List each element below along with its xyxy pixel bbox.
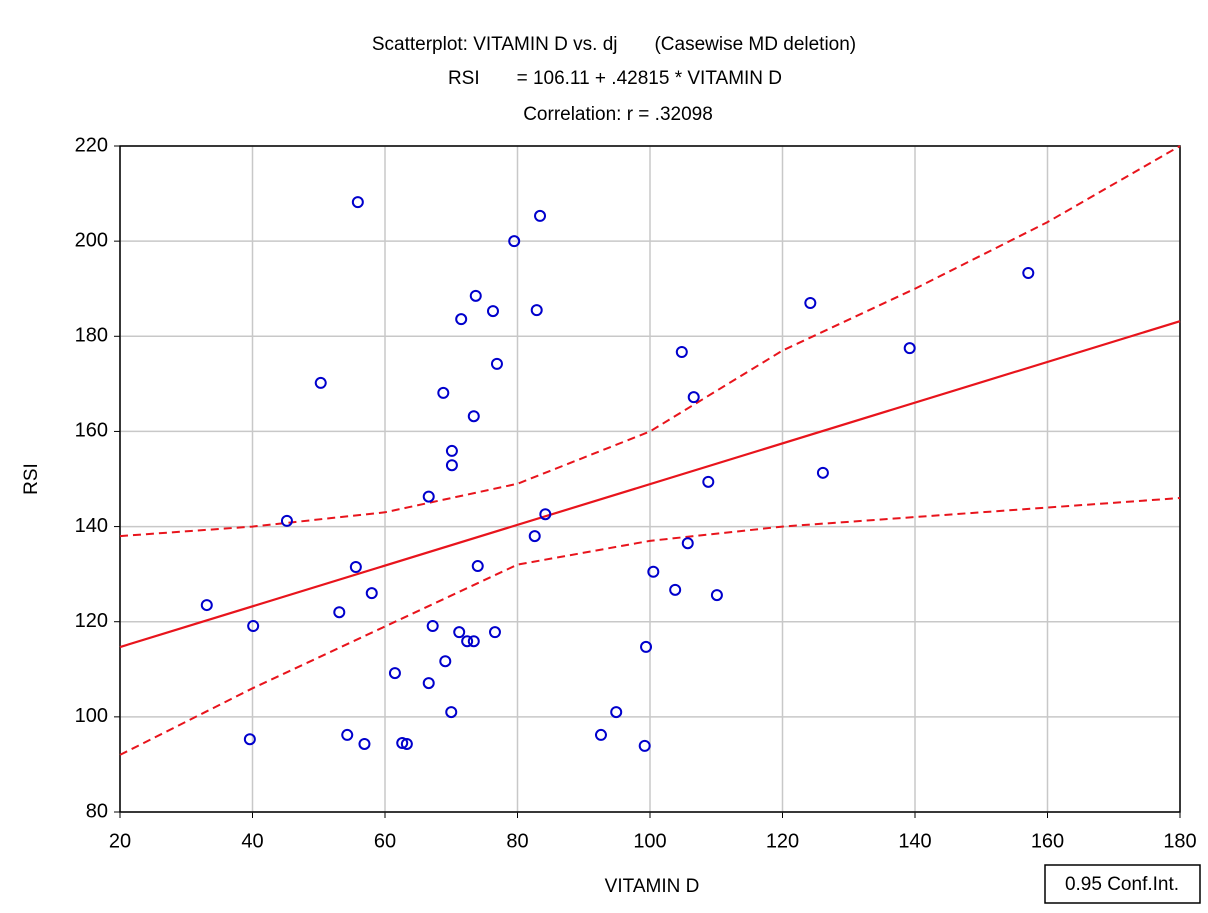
y-tick-label: 140 bbox=[75, 515, 108, 537]
data-point bbox=[455, 313, 468, 326]
data-point bbox=[594, 728, 607, 741]
y-tick-label: 200 bbox=[75, 229, 108, 251]
data-point bbox=[804, 296, 817, 309]
data-point bbox=[539, 508, 552, 521]
data-point bbox=[314, 376, 327, 389]
data-point bbox=[710, 589, 723, 602]
data-point bbox=[243, 733, 256, 746]
data-point bbox=[469, 289, 482, 302]
data-point bbox=[903, 342, 916, 355]
data-point bbox=[422, 490, 435, 503]
data-point bbox=[400, 737, 413, 750]
title-line: RSI = 106.11 + .42815 * VITAMIN D bbox=[448, 68, 782, 89]
data-point bbox=[486, 305, 499, 318]
x-tick-label: 100 bbox=[633, 830, 666, 852]
plot-frame bbox=[119, 145, 1181, 813]
data-point bbox=[1022, 267, 1035, 280]
data-point bbox=[490, 357, 503, 370]
data-point bbox=[445, 706, 458, 719]
data-point bbox=[280, 514, 293, 527]
data-point bbox=[426, 619, 439, 632]
data-point bbox=[461, 635, 474, 648]
y-axis-label: RSI bbox=[21, 463, 42, 495]
data-point bbox=[471, 560, 484, 573]
data-point bbox=[702, 475, 715, 488]
data-point bbox=[640, 640, 653, 653]
data-point bbox=[647, 565, 660, 578]
data-point bbox=[333, 606, 346, 619]
y-tick-label: 160 bbox=[75, 420, 108, 442]
x-tick-label: 140 bbox=[898, 830, 931, 852]
y-tick-label: 180 bbox=[75, 325, 108, 347]
data-point bbox=[638, 739, 651, 752]
data-point bbox=[341, 728, 354, 741]
data-point bbox=[669, 583, 682, 596]
y-tick-label: 100 bbox=[75, 705, 108, 727]
x-tick-label: 20 bbox=[109, 830, 131, 852]
data-point bbox=[528, 530, 541, 543]
data-point bbox=[365, 587, 378, 600]
x-axis-label: VITAMIN D bbox=[605, 876, 700, 897]
x-tick-label: 120 bbox=[766, 830, 799, 852]
y-tick-label: 80 bbox=[86, 800, 108, 822]
data-point bbox=[816, 466, 829, 479]
title-line: Correlation: r = .32098 bbox=[523, 104, 713, 125]
x-tick-label: 80 bbox=[506, 830, 528, 852]
data-point bbox=[453, 626, 466, 639]
legend-label: 0.95 Conf.Int. bbox=[1065, 874, 1179, 895]
data-point bbox=[445, 459, 458, 472]
data-point bbox=[200, 599, 213, 612]
data-point bbox=[467, 410, 480, 423]
data-point bbox=[610, 706, 623, 719]
data-point bbox=[534, 209, 547, 222]
regression-line bbox=[119, 320, 1181, 649]
data-point bbox=[675, 345, 688, 358]
data-point bbox=[351, 196, 364, 209]
data-point bbox=[508, 235, 521, 248]
data-point bbox=[396, 737, 409, 750]
y-tick-label: 120 bbox=[75, 610, 108, 632]
data-point bbox=[687, 391, 700, 404]
x-tick-label: 160 bbox=[1031, 830, 1064, 852]
confidence-band bbox=[119, 497, 1181, 756]
data-point bbox=[349, 561, 362, 574]
data-point bbox=[358, 737, 371, 750]
data-point bbox=[530, 304, 543, 317]
title-line: Scatterplot: VITAMIN D vs. dj (Casewise … bbox=[372, 34, 856, 55]
data-point bbox=[388, 667, 401, 680]
x-tick-label: 40 bbox=[241, 830, 263, 852]
data-point bbox=[467, 635, 480, 648]
legend-box bbox=[1044, 864, 1201, 904]
data-point bbox=[437, 386, 450, 399]
data-point bbox=[681, 537, 694, 550]
data-point bbox=[488, 626, 501, 639]
x-tick-label: 60 bbox=[374, 830, 396, 852]
data-point bbox=[247, 619, 260, 632]
y-tick-label: 220 bbox=[75, 134, 108, 156]
data-point bbox=[439, 655, 452, 668]
data-point bbox=[445, 444, 458, 457]
x-tick-label: 180 bbox=[1163, 830, 1196, 852]
data-point bbox=[422, 677, 435, 690]
